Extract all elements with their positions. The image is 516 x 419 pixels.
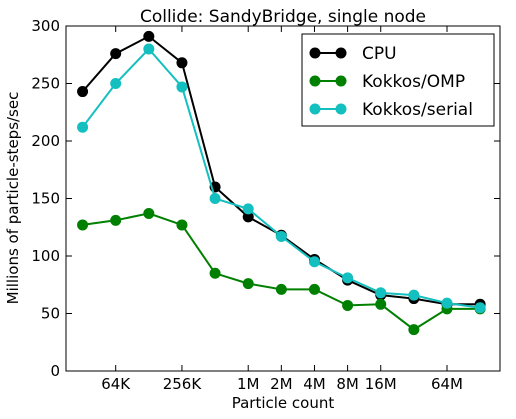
y-tick-label: 300 <box>31 17 60 35</box>
data-point-kokkos-serial <box>209 193 221 204</box>
data-point-kokkos-omp <box>176 219 188 231</box>
x-axis: 64K 256K 1M 2M 4M 8M 16M 64M <box>101 26 463 393</box>
legend-label-kokkos-serial: Kokkos/serial <box>362 100 473 120</box>
legend-marker-cpu <box>309 47 321 59</box>
data-point-kokkos-omp <box>242 278 254 290</box>
data-point-kokkos-serial <box>275 230 287 242</box>
data-point-kokkos-omp <box>308 283 320 295</box>
chart-title: Collide: SandyBridge, single node <box>140 7 426 27</box>
y-tick-label: 50 <box>41 305 60 323</box>
x-tick-label: 64M <box>431 375 463 393</box>
data-point-kokkos-serial <box>441 297 453 309</box>
data-point-kokkos-serial <box>143 43 155 55</box>
y-tick-label: 100 <box>31 247 60 265</box>
legend-marker-kokkos-serial <box>335 103 347 115</box>
data-point-kokkos-serial <box>342 272 354 284</box>
legend-marker-kokkos-omp <box>335 75 347 87</box>
data-point-kokkos-omp <box>408 324 420 336</box>
legend-marker-kokkos-omp <box>309 75 321 87</box>
x-axis-label: Particle count <box>232 394 335 412</box>
data-point-kokkos-serial <box>77 121 89 133</box>
legend: CPU Kokkos/OMP Kokkos/serial <box>301 33 495 127</box>
data-point-kokkos-omp <box>375 298 387 310</box>
legend-label-cpu: CPU <box>362 44 397 64</box>
data-point-kokkos-serial <box>474 302 486 314</box>
y-tick-label: 250 <box>31 75 60 93</box>
data-point-kokkos-omp <box>275 283 287 295</box>
data-point-cpu <box>110 48 122 60</box>
x-tick-label: 16M <box>365 375 397 393</box>
y-tick-label: 200 <box>31 132 60 150</box>
data-point-kokkos-serial <box>176 81 188 93</box>
x-tick-label: 256K <box>163 375 203 393</box>
x-tick-label: 4M <box>303 375 326 393</box>
y-axis: 0 50 100 150 200 250 300 <box>31 17 500 380</box>
data-point-kokkos-omp <box>77 219 89 231</box>
y-tick-label: 150 <box>31 190 60 208</box>
y-tick-label: 0 <box>50 362 60 380</box>
data-point-kokkos-omp <box>342 299 354 311</box>
data-point-kokkos-omp <box>209 267 221 279</box>
legend-marker-kokkos-serial <box>309 103 321 115</box>
data-point-kokkos-omp <box>110 214 122 226</box>
data-point-kokkos-serial <box>242 203 254 215</box>
legend-label-kokkos-omp: Kokkos/OMP <box>362 72 465 92</box>
plot-area <box>77 30 486 336</box>
data-point-kokkos-serial <box>375 287 387 299</box>
data-point-cpu <box>242 211 254 223</box>
x-tick-label: 8M <box>336 375 359 393</box>
data-point-cpu <box>77 86 89 98</box>
data-point-kokkos-serial <box>408 289 420 301</box>
x-tick-label: 2M <box>270 375 293 393</box>
x-tick-label: 64K <box>101 375 131 393</box>
legend-marker-cpu <box>335 47 347 59</box>
data-point-kokkos-serial <box>110 78 122 89</box>
data-point-kokkos-serial <box>308 256 320 268</box>
data-point-cpu <box>176 57 188 69</box>
data-point-cpu <box>143 30 155 42</box>
data-point-kokkos-omp <box>143 207 155 219</box>
x-tick-label: 1M <box>237 375 260 393</box>
y-axis-label: Millions of particle-steps/sec <box>4 92 22 305</box>
